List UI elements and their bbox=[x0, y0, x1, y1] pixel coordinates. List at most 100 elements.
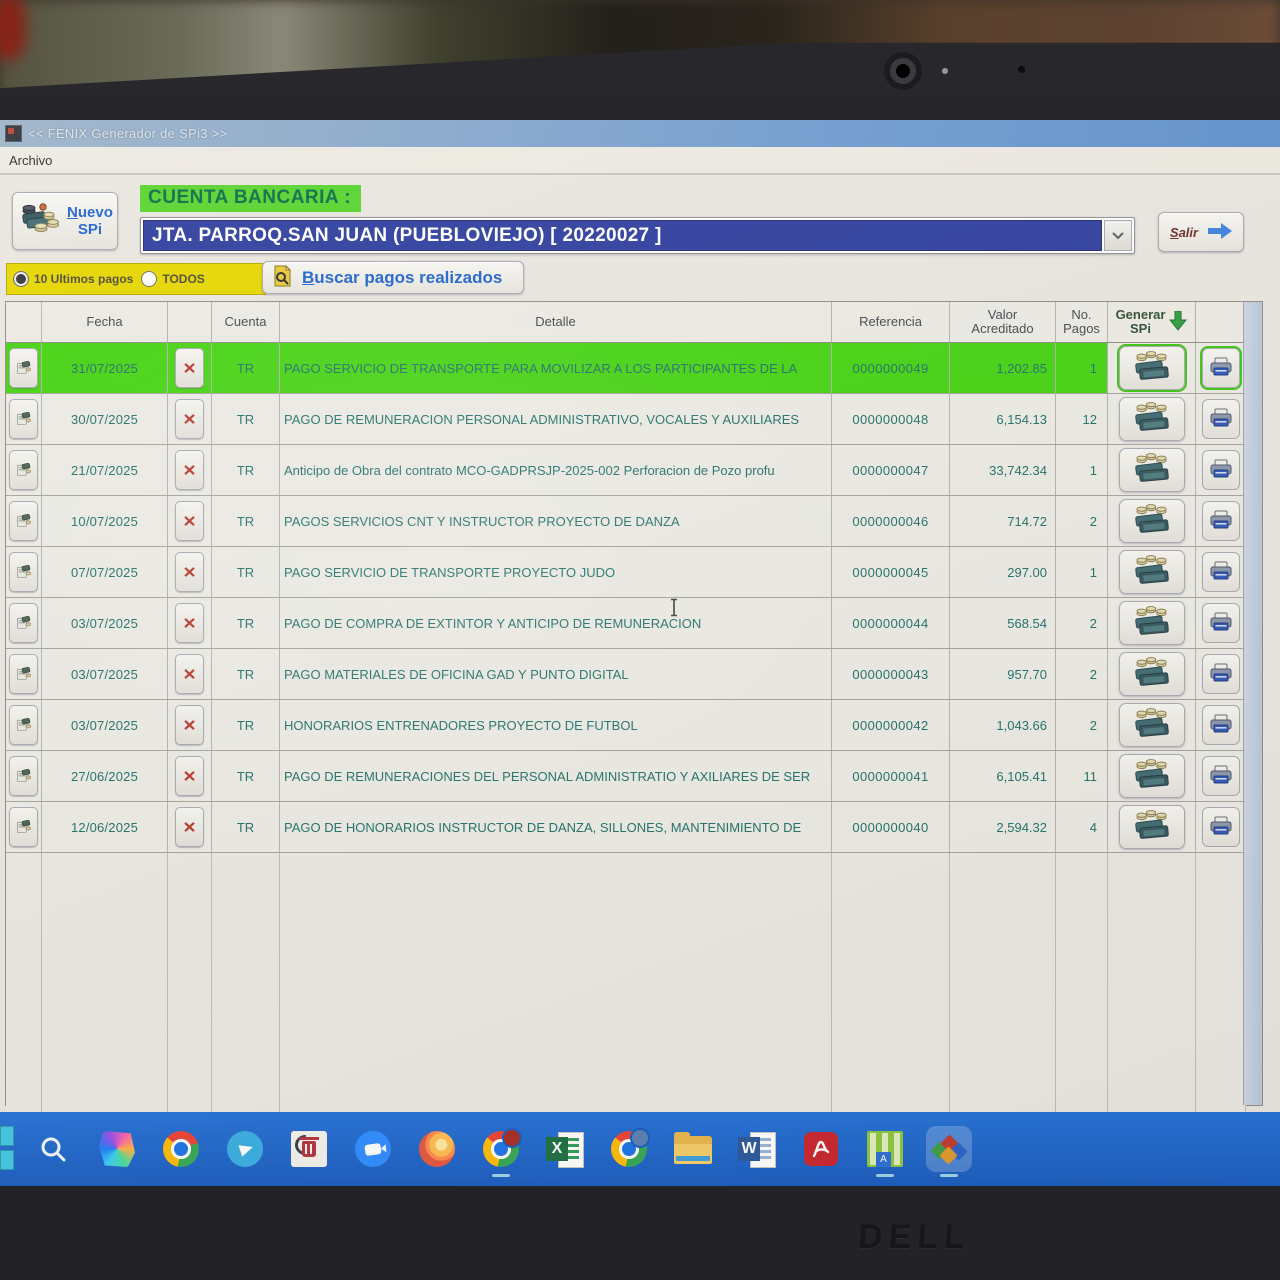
generar-spi-button[interactable] bbox=[1118, 448, 1185, 492]
header-referencia[interactable]: Referencia bbox=[832, 302, 950, 342]
table-row[interactable]: 31/07/2025 × TR PAGO SERVICIO DE TRANSPO… bbox=[6, 343, 1262, 394]
generar-spi-button[interactable] bbox=[1118, 652, 1185, 696]
open-payment-button[interactable] bbox=[9, 348, 38, 388]
table-row[interactable]: 12/06/2025 × TR PAGO DE HONORARIOS INSTR… bbox=[6, 802, 1262, 853]
delete-payment-button[interactable]: × bbox=[175, 756, 204, 796]
payment-date: 03/07/2025 bbox=[42, 598, 168, 648]
print-button[interactable] bbox=[1201, 399, 1240, 439]
table-row[interactable]: 03/07/2025 × TR PAGO DE COMPRA DE EXTINT… bbox=[6, 598, 1262, 649]
generar-spi-button[interactable] bbox=[1118, 754, 1185, 798]
print-button[interactable] bbox=[1201, 501, 1240, 541]
payment-account-type: TR bbox=[212, 394, 280, 444]
chrome-clock-badge-icon[interactable] bbox=[482, 1128, 522, 1177]
header-detalle[interactable]: Detalle bbox=[280, 302, 832, 342]
table-row[interactable]: 07/07/2025 × TR PAGO SERVICIO DE TRANSPO… bbox=[6, 547, 1262, 598]
generar-spi-button[interactable] bbox=[1118, 550, 1185, 594]
salir-button[interactable]: Salir bbox=[1158, 212, 1244, 252]
payment-count: 2 bbox=[1056, 649, 1108, 699]
delete-payment-button[interactable]: × bbox=[175, 603, 204, 643]
header-no-pagos[interactable]: No. Pagos bbox=[1056, 302, 1108, 342]
printer-icon bbox=[1209, 510, 1233, 533]
delete-payment-button[interactable]: × bbox=[175, 552, 204, 592]
cuenta-bancaria-dropdown[interactable]: JTA. PARROQ.SAN JUAN (PUEBLOVIEJO) [ 202… bbox=[140, 217, 1135, 254]
generar-spi-button[interactable] bbox=[1118, 703, 1185, 747]
radio-todos[interactable]: TODOS bbox=[141, 271, 205, 287]
delete-payment-button[interactable]: × bbox=[175, 654, 204, 694]
radio-10-ultimos[interactable]: 10 Ultimos pagos bbox=[13, 271, 133, 287]
header-cuenta[interactable]: Cuenta bbox=[212, 302, 280, 342]
open-payment-button[interactable] bbox=[9, 654, 38, 694]
radio-selected-icon bbox=[13, 271, 29, 287]
delete-payment-button[interactable]: × bbox=[175, 807, 204, 847]
table-row[interactable]: 30/07/2025 × TR PAGO DE REMUNERACION PER… bbox=[6, 394, 1262, 445]
nuevo-spi-button[interactable]: Nuevo SPi bbox=[12, 192, 118, 250]
generar-spi-button[interactable] bbox=[1118, 397, 1185, 441]
open-payment-button[interactable] bbox=[9, 807, 38, 847]
green-columns-app-icon[interactable]: A bbox=[866, 1130, 904, 1177]
excel-icon[interactable]: X bbox=[546, 1130, 584, 1168]
header-valor-acreditado[interactable]: Valor Acreditado bbox=[950, 302, 1056, 342]
payment-date: 21/07/2025 bbox=[42, 445, 168, 495]
delete-payment-button[interactable]: × bbox=[175, 501, 204, 541]
search-icon[interactable] bbox=[34, 1130, 72, 1168]
chevron-down-icon[interactable] bbox=[1104, 220, 1132, 251]
payment-reference: 0000000048 bbox=[832, 394, 950, 444]
header-fecha[interactable]: Fecha bbox=[42, 302, 168, 342]
acrobat-icon[interactable] bbox=[802, 1130, 840, 1168]
table-row[interactable]: 21/07/2025 × TR Anticipo de Obra del con… bbox=[6, 445, 1262, 496]
open-payment-button[interactable] bbox=[9, 756, 38, 796]
generar-spi-button[interactable] bbox=[1118, 805, 1185, 849]
payment-detail: PAGO DE HONORARIOS INSTRUCTOR DE DANZA, … bbox=[280, 802, 832, 852]
menu-archivo[interactable]: Archivo bbox=[9, 152, 53, 168]
payment-detail: PAGO SERVICIO DE TRANSPORTE PROYECTO JUD… bbox=[280, 547, 832, 597]
printer-icon bbox=[1209, 714, 1233, 737]
taskbar-edge-icon[interactable] bbox=[0, 1126, 14, 1170]
blue-circle-app-icon[interactable] bbox=[354, 1130, 392, 1168]
payment-date: 12/06/2025 bbox=[42, 802, 168, 852]
buscar-pagos-button[interactable]: Buscar pagos realizados bbox=[262, 261, 524, 294]
print-button[interactable] bbox=[1201, 654, 1240, 694]
print-button[interactable] bbox=[1201, 552, 1240, 592]
file-explorer-icon[interactable] bbox=[674, 1130, 712, 1168]
delete-payment-button[interactable]: × bbox=[175, 705, 204, 745]
payment-account-type: TR bbox=[212, 547, 280, 597]
table-row[interactable]: 03/07/2025 × TR HONORARIOS ENTRENADORES … bbox=[6, 700, 1262, 751]
delete-payment-button[interactable]: × bbox=[175, 450, 204, 490]
generar-spi-button[interactable] bbox=[1116, 344, 1187, 392]
table-row[interactable]: 10/07/2025 × TR PAGOS SERVICIOS CNT Y IN… bbox=[6, 496, 1262, 547]
print-button[interactable] bbox=[1201, 603, 1240, 643]
chrome-icon[interactable] bbox=[162, 1130, 200, 1168]
money-stack-icon bbox=[1132, 554, 1172, 590]
delete-payment-button[interactable]: × bbox=[175, 348, 204, 388]
open-payment-button[interactable] bbox=[9, 552, 38, 592]
print-button[interactable] bbox=[1201, 756, 1240, 796]
generar-spi-button[interactable] bbox=[1118, 601, 1185, 645]
print-button[interactable] bbox=[1201, 450, 1240, 490]
table-scrollbar[interactable] bbox=[1243, 302, 1262, 1105]
recycle-app-icon[interactable] bbox=[290, 1130, 328, 1168]
header-generar-spi[interactable]: Generar SPi bbox=[1108, 302, 1196, 342]
fenix-icon[interactable] bbox=[930, 1130, 968, 1177]
payment-date: 30/07/2025 bbox=[42, 394, 168, 444]
table-row[interactable]: 03/07/2025 × TR PAGO MATERIALES DE OFICI… bbox=[6, 649, 1262, 700]
firefox-icon[interactable] bbox=[418, 1130, 456, 1168]
red-x-icon: × bbox=[183, 816, 196, 838]
delete-payment-button[interactable]: × bbox=[175, 399, 204, 439]
print-button[interactable] bbox=[1199, 346, 1242, 390]
word-icon[interactable]: W bbox=[738, 1130, 776, 1168]
payment-reference: 0000000049 bbox=[832, 343, 950, 393]
chrome-profile-badge-icon[interactable] bbox=[610, 1128, 650, 1168]
print-button[interactable] bbox=[1201, 705, 1240, 745]
open-payment-button[interactable] bbox=[9, 399, 38, 439]
generar-spi-button[interactable] bbox=[1118, 499, 1185, 543]
open-payment-button[interactable] bbox=[9, 705, 38, 745]
copilot-icon[interactable] bbox=[98, 1130, 136, 1168]
open-payment-button[interactable] bbox=[9, 603, 38, 643]
open-payment-button[interactable] bbox=[9, 450, 38, 490]
table-row[interactable]: 27/06/2025 × TR PAGO DE REMUNERACIONES D… bbox=[6, 751, 1262, 802]
open-payment-button[interactable] bbox=[9, 501, 38, 541]
telegram-icon[interactable] bbox=[226, 1130, 264, 1168]
payment-account-type: TR bbox=[212, 445, 280, 495]
payment-count: 1 bbox=[1056, 445, 1108, 495]
print-button[interactable] bbox=[1201, 807, 1240, 847]
